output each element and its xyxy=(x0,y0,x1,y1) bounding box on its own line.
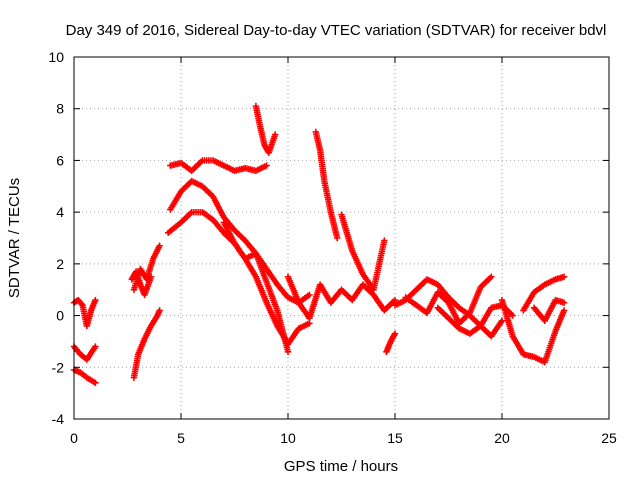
x-tick-label: 0 xyxy=(70,430,78,446)
series-arc-i xyxy=(167,177,313,306)
series-arc-t xyxy=(520,273,568,314)
series-arc-f xyxy=(128,268,155,299)
x-tick-label: 25 xyxy=(601,430,617,446)
data-point xyxy=(78,300,85,308)
gridlines xyxy=(74,57,609,419)
series-arc-m xyxy=(338,211,388,293)
data-point xyxy=(560,307,568,314)
series-arc-k xyxy=(220,219,292,355)
series-arc-u xyxy=(530,296,568,324)
y-tick-label: 2 xyxy=(56,256,64,272)
data-point xyxy=(381,237,388,244)
plot-frame xyxy=(73,56,610,420)
data-point xyxy=(306,291,313,299)
y-axis-label: SDTVAR / TECUs xyxy=(6,178,23,298)
series-arc-c xyxy=(70,366,99,386)
y-tick-label: 8 xyxy=(56,101,64,117)
y-tick-label: 4 xyxy=(56,204,64,220)
series-arc-h xyxy=(252,102,279,156)
data-point xyxy=(334,234,341,242)
chart-title: Day 349 of 2016, Sidereal Day-to-day VTE… xyxy=(66,22,607,39)
data-point xyxy=(498,317,506,324)
data-point xyxy=(284,348,292,355)
series-arc-a xyxy=(70,296,99,330)
y-tick-label: 10 xyxy=(48,49,64,65)
y-tick-label: -4 xyxy=(52,411,65,427)
y-axis-ticks: -4 -2 0 2 4 6 8 10 xyxy=(48,49,609,427)
series-arc-g xyxy=(167,157,270,174)
data-point xyxy=(156,307,163,314)
x-tick-label: 15 xyxy=(387,430,403,446)
x-tick-label: 10 xyxy=(280,430,296,446)
y-tick-label: 6 xyxy=(56,152,64,168)
data-points xyxy=(70,102,568,386)
series-arc-e xyxy=(130,307,163,381)
data-point xyxy=(92,343,99,350)
x-axis-ticks: 0 5 10 15 20 25 xyxy=(70,57,617,446)
y-tick-label: 0 xyxy=(56,308,64,324)
x-tick-label: 20 xyxy=(494,430,510,446)
series-arc-b xyxy=(70,343,99,363)
data-point xyxy=(156,242,163,249)
data-point xyxy=(263,162,270,169)
series-arc-l xyxy=(312,128,341,242)
data-point xyxy=(147,273,155,280)
series-arc-s xyxy=(498,296,568,366)
series-arc-o xyxy=(383,330,399,355)
data-point xyxy=(391,330,399,337)
x-axis-label: GPS time / hours xyxy=(284,458,398,475)
data-point xyxy=(509,312,516,319)
data-point xyxy=(271,131,279,138)
x-tick-label: 5 xyxy=(177,430,185,446)
data-point xyxy=(560,273,568,280)
y-tick-label: -2 xyxy=(52,359,65,375)
data-point xyxy=(488,273,495,280)
series-arc-n xyxy=(284,273,399,322)
data-point xyxy=(92,379,99,386)
data-point xyxy=(560,299,568,306)
data-point xyxy=(92,296,99,304)
